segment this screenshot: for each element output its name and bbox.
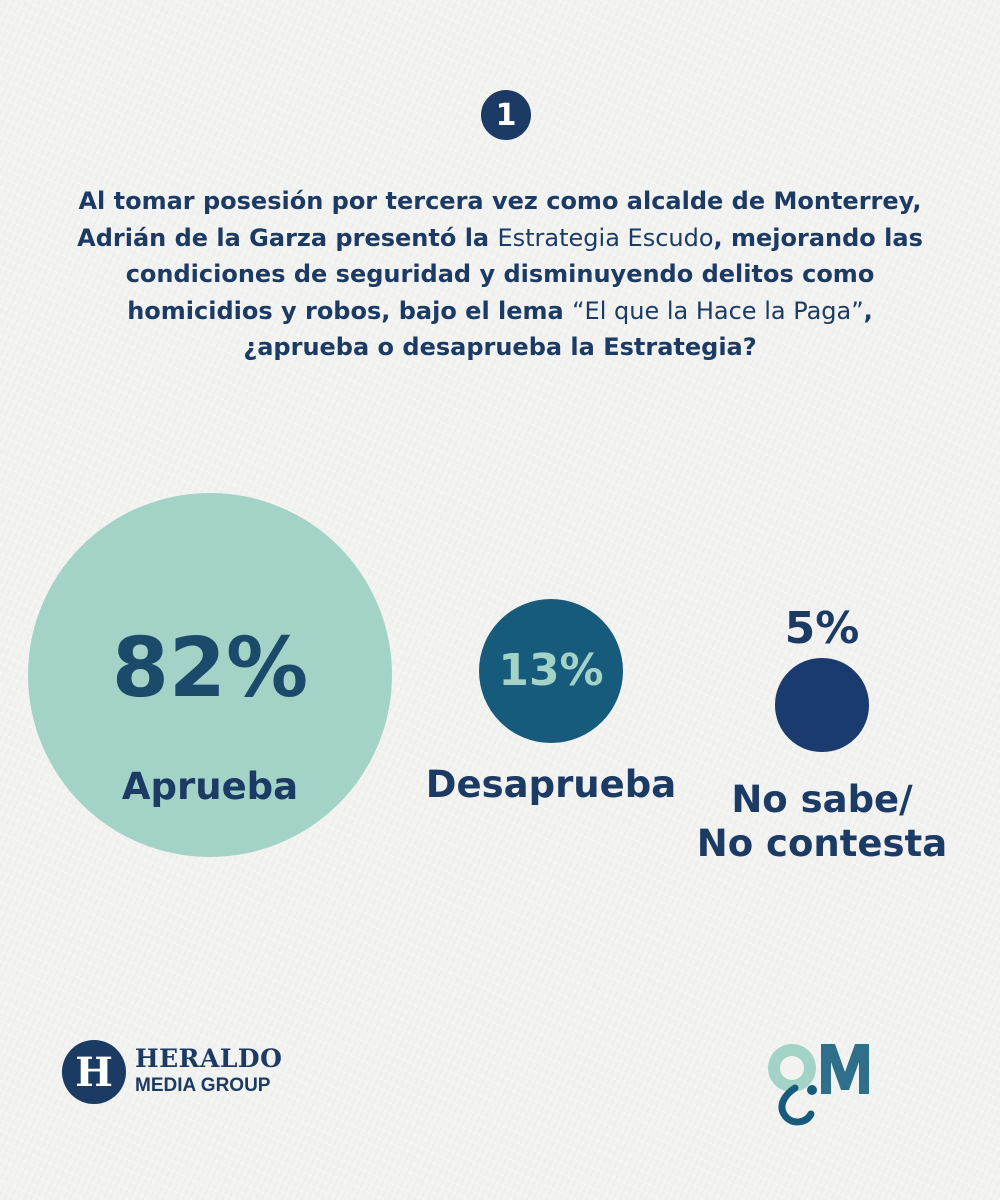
heraldo-seal-letter: H — [75, 1048, 113, 1096]
question-text: Al tomar posesión por tercera vez como a… — [70, 183, 930, 366]
bubble-desaprueba — [478, 598, 624, 744]
question-number: 1 — [495, 97, 517, 133]
bubble-label-0-0: Aprueba — [121, 765, 299, 808]
media-group-name: MEDIA GROUP — [135, 1075, 271, 1096]
bubble-value-1: 13% — [498, 644, 604, 696]
bubble-label-2-1: No contesta — [696, 822, 948, 865]
question-mark-logo-icon — [768, 1044, 869, 1126]
question-part-4: , ¿aprueba o desaprueba la Estrategia? — [243, 296, 873, 362]
heraldo-name: HERALDO — [135, 1044, 283, 1073]
question-part-2: , mejorando las condiciones de seguridad… — [125, 223, 923, 325]
bubble-label-1-0: Desaprueba — [425, 763, 677, 806]
bubble-value-0: 82% — [111, 620, 309, 716]
question-part-0: Al tomar posesión por tercera vez como a… — [77, 187, 922, 252]
question-number-badge: 1 — [481, 90, 531, 140]
question-part-1: Estrategia Escudo — [497, 223, 714, 252]
bubble-value-2: 5% — [784, 603, 860, 655]
bubble-no — [775, 658, 869, 752]
bubble-label-2-0: No sabe/ — [731, 778, 913, 821]
question-mark-logo — [765, 1030, 935, 1130]
question-part-3: “El que la Hace la Paga” — [572, 296, 864, 325]
heraldo-media-group-logo: H HERALDO MEDIA GROUP — [62, 1040, 302, 1104]
heraldo-seal-icon: H — [62, 1040, 126, 1104]
bubble-aprueba — [28, 493, 392, 857]
